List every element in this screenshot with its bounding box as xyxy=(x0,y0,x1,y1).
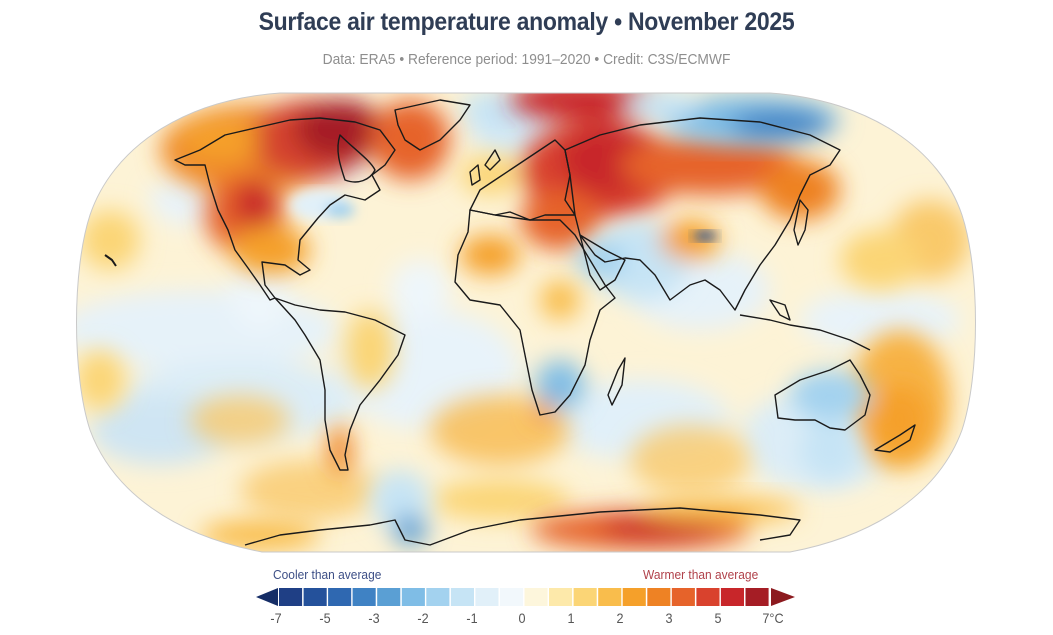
colorbar-segment xyxy=(524,588,548,606)
map-title: Surface air temperature anomaly • Novemb… xyxy=(258,8,795,36)
legend-cooler-label: Cooler than average xyxy=(273,567,382,582)
colorbar-segment xyxy=(745,588,769,606)
colorbar-segment xyxy=(622,588,646,606)
colorbar-segment xyxy=(549,588,573,606)
legend-warmer-label: Warmer than average xyxy=(643,567,759,582)
colorbar-segment xyxy=(475,588,499,606)
colorbar-tick-label: 1 xyxy=(567,610,575,626)
colorbar-segment xyxy=(696,588,720,606)
colorbar-segment xyxy=(279,588,303,606)
colorbar xyxy=(256,588,795,606)
colorbar-tick-label: 0 xyxy=(517,610,526,626)
colorbar-tick-label: 2 xyxy=(616,610,624,626)
colorbar-low-arrow xyxy=(256,588,278,606)
colorbar-segment xyxy=(573,588,597,606)
colorbar-segment xyxy=(426,588,450,606)
colorbar-segment xyxy=(328,588,352,606)
map-subtitle: Data: ERA5 • Reference period: 1991–2020… xyxy=(322,51,731,68)
colorbar-tick-label: 5 xyxy=(714,610,722,626)
anomaly-field xyxy=(76,93,976,552)
colorbar-segment xyxy=(647,588,671,606)
coastlines xyxy=(104,99,916,546)
colorbar-segment xyxy=(450,588,474,606)
colorbar-tick-label: -2 xyxy=(417,610,429,626)
colorbar-segment xyxy=(377,588,401,606)
colorbar-segment xyxy=(598,588,622,606)
colorbar-segment xyxy=(671,588,695,606)
colorbar-tick-label: 7°C xyxy=(762,610,784,626)
colorbar-segment xyxy=(303,588,327,606)
colorbar-tick-label: -3 xyxy=(368,610,380,626)
colorbar-tick-label: 3 xyxy=(665,610,673,626)
colorbar-tick-label: -7 xyxy=(270,610,282,626)
colorbar-segment xyxy=(500,588,524,606)
colorbar-tick-label: -1 xyxy=(466,610,478,626)
colorbar-high-arrow xyxy=(771,588,795,606)
colorbar-tick-label: -5 xyxy=(319,610,331,626)
colorbar-segment xyxy=(720,588,744,606)
globe-outline xyxy=(76,92,976,553)
colorbar-segment xyxy=(352,588,376,606)
colorbar-segment xyxy=(401,588,425,606)
